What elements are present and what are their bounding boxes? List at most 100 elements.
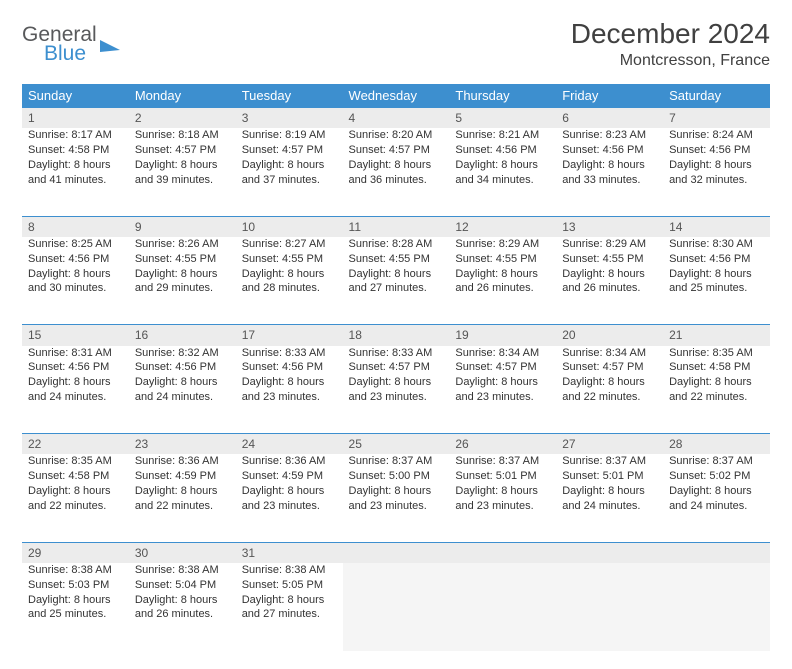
day-line: Sunrise: 8:21 AM <box>455 128 550 143</box>
day-detail-cell: Sunrise: 8:38 AMSunset: 5:05 PMDaylight:… <box>236 563 343 651</box>
day-line: and 23 minutes. <box>455 499 550 514</box>
day-line: and 24 minutes. <box>135 390 230 405</box>
day-detail-cell: Sunrise: 8:38 AMSunset: 5:03 PMDaylight:… <box>22 563 129 651</box>
day-line: Sunrise: 8:38 AM <box>28 563 123 578</box>
day-line: Sunset: 4:58 PM <box>28 143 123 158</box>
day-line: Sunrise: 8:23 AM <box>562 128 657 143</box>
day-line: Daylight: 8 hours <box>28 375 123 390</box>
day-number-cell: 5 <box>449 108 556 129</box>
day-line: Sunrise: 8:33 AM <box>349 346 444 361</box>
day-number-cell: 20 <box>556 325 663 346</box>
day-line: and 22 minutes. <box>562 390 657 405</box>
day-line: and 24 minutes. <box>562 499 657 514</box>
day-number-cell <box>556 542 663 563</box>
day-line: Sunset: 4:56 PM <box>242 360 337 375</box>
day-detail-cell: Sunrise: 8:32 AMSunset: 4:56 PMDaylight:… <box>129 346 236 434</box>
day-line: Sunset: 4:55 PM <box>135 252 230 267</box>
day-number-cell: 4 <box>343 108 450 129</box>
day-detail-cell: Sunrise: 8:29 AMSunset: 4:55 PMDaylight:… <box>449 237 556 325</box>
day-detail-cell: Sunrise: 8:24 AMSunset: 4:56 PMDaylight:… <box>663 128 770 216</box>
day-line: Daylight: 8 hours <box>135 267 230 282</box>
day-line: Sunset: 4:57 PM <box>562 360 657 375</box>
day-detail-cell: Sunrise: 8:36 AMSunset: 4:59 PMDaylight:… <box>129 454 236 542</box>
day-detail-cell <box>343 563 450 651</box>
day-number-cell: 22 <box>22 434 129 455</box>
day-number-cell: 13 <box>556 216 663 237</box>
weekday-header: Thursday <box>449 84 556 108</box>
day-line: Sunset: 5:01 PM <box>455 469 550 484</box>
day-line: Daylight: 8 hours <box>562 158 657 173</box>
day-line: Sunrise: 8:38 AM <box>135 563 230 578</box>
day-detail-cell: Sunrise: 8:18 AMSunset: 4:57 PMDaylight:… <box>129 128 236 216</box>
day-line: and 30 minutes. <box>28 281 123 296</box>
weekday-header: Saturday <box>663 84 770 108</box>
day-line: Daylight: 8 hours <box>455 484 550 499</box>
day-line: Sunset: 4:56 PM <box>455 143 550 158</box>
page-title: December 2024 <box>571 18 770 50</box>
day-detail-cell: Sunrise: 8:37 AMSunset: 5:01 PMDaylight:… <box>556 454 663 542</box>
day-line: Daylight: 8 hours <box>669 158 764 173</box>
day-line: Sunrise: 8:33 AM <box>242 346 337 361</box>
day-number-cell: 6 <box>556 108 663 129</box>
day-line: Sunrise: 8:37 AM <box>562 454 657 469</box>
day-line: and 37 minutes. <box>242 173 337 188</box>
day-line: Daylight: 8 hours <box>28 593 123 608</box>
day-line: Daylight: 8 hours <box>135 158 230 173</box>
day-line: and 25 minutes. <box>669 281 764 296</box>
calendar-table: Sunday Monday Tuesday Wednesday Thursday… <box>22 84 770 651</box>
day-line: Sunrise: 8:17 AM <box>28 128 123 143</box>
day-line: and 23 minutes. <box>349 390 444 405</box>
day-line: Sunset: 5:02 PM <box>669 469 764 484</box>
day-line: Sunset: 4:57 PM <box>455 360 550 375</box>
day-detail-cell: Sunrise: 8:29 AMSunset: 4:55 PMDaylight:… <box>556 237 663 325</box>
header: General Blue December 2024 Montcresson, … <box>22 18 770 70</box>
day-detail-cell: Sunrise: 8:33 AMSunset: 4:56 PMDaylight:… <box>236 346 343 434</box>
day-number-cell: 26 <box>449 434 556 455</box>
day-line: Sunset: 4:55 PM <box>562 252 657 267</box>
day-detail-cell: Sunrise: 8:37 AMSunset: 5:01 PMDaylight:… <box>449 454 556 542</box>
day-detail-cell: Sunrise: 8:23 AMSunset: 4:56 PMDaylight:… <box>556 128 663 216</box>
day-line: Sunset: 4:55 PM <box>242 252 337 267</box>
day-line: Sunrise: 8:28 AM <box>349 237 444 252</box>
day-line: Daylight: 8 hours <box>349 375 444 390</box>
day-detail-cell: Sunrise: 8:34 AMSunset: 4:57 PMDaylight:… <box>556 346 663 434</box>
day-line: Sunrise: 8:36 AM <box>242 454 337 469</box>
day-line: Sunset: 4:56 PM <box>562 143 657 158</box>
day-line: and 26 minutes. <box>562 281 657 296</box>
day-number-cell: 28 <box>663 434 770 455</box>
day-line: Sunrise: 8:35 AM <box>28 454 123 469</box>
day-line: and 29 minutes. <box>135 281 230 296</box>
day-line: Daylight: 8 hours <box>135 484 230 499</box>
day-line: and 27 minutes. <box>349 281 444 296</box>
day-detail-cell: Sunrise: 8:36 AMSunset: 4:59 PMDaylight:… <box>236 454 343 542</box>
day-line: Sunset: 5:01 PM <box>562 469 657 484</box>
day-number-cell <box>449 542 556 563</box>
day-line: Daylight: 8 hours <box>562 267 657 282</box>
day-line: and 25 minutes. <box>28 607 123 622</box>
day-number-cell: 29 <box>22 542 129 563</box>
day-line: Sunset: 4:56 PM <box>669 143 764 158</box>
day-detail-cell <box>449 563 556 651</box>
day-line: Sunrise: 8:31 AM <box>28 346 123 361</box>
day-line: Sunrise: 8:32 AM <box>135 346 230 361</box>
day-detail-cell: Sunrise: 8:37 AMSunset: 5:02 PMDaylight:… <box>663 454 770 542</box>
day-detail-cell: Sunrise: 8:17 AMSunset: 4:58 PMDaylight:… <box>22 128 129 216</box>
day-line: Sunrise: 8:34 AM <box>455 346 550 361</box>
day-line: Sunset: 4:59 PM <box>242 469 337 484</box>
day-line: and 22 minutes. <box>28 499 123 514</box>
calendar-body: 1234567Sunrise: 8:17 AMSunset: 4:58 PMDa… <box>22 108 770 651</box>
day-line: Sunrise: 8:36 AM <box>135 454 230 469</box>
day-line: and 22 minutes. <box>135 499 230 514</box>
day-line: and 23 minutes. <box>455 390 550 405</box>
day-number-cell: 8 <box>22 216 129 237</box>
day-number-cell: 7 <box>663 108 770 129</box>
day-line: Daylight: 8 hours <box>242 267 337 282</box>
weekday-header: Sunday <box>22 84 129 108</box>
day-line: Daylight: 8 hours <box>349 484 444 499</box>
day-number-cell: 3 <box>236 108 343 129</box>
day-number-cell: 24 <box>236 434 343 455</box>
day-number-cell: 2 <box>129 108 236 129</box>
calendar-header-row: Sunday Monday Tuesday Wednesday Thursday… <box>22 84 770 108</box>
day-line: and 23 minutes. <box>242 499 337 514</box>
day-number-cell <box>663 542 770 563</box>
